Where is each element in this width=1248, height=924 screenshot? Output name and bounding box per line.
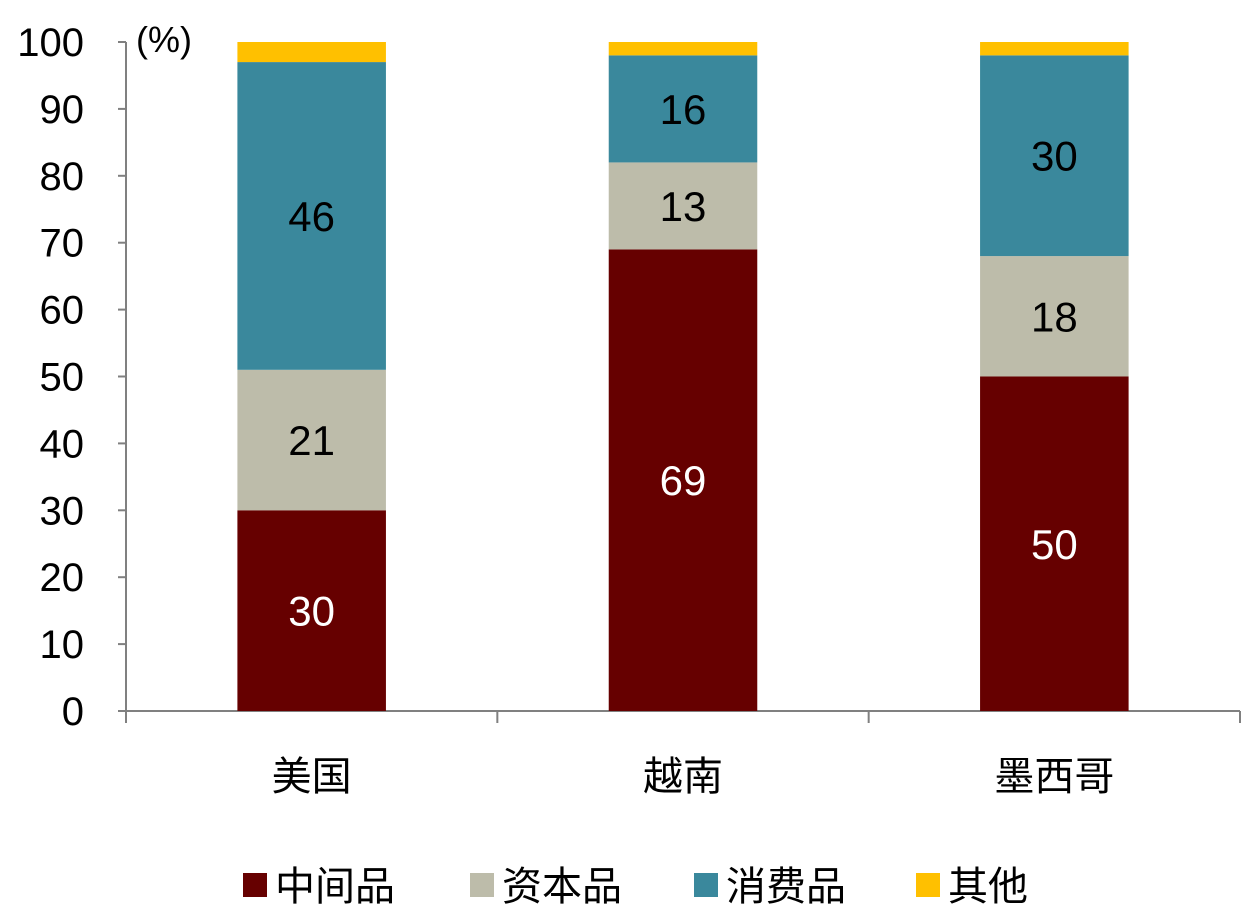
legend-label: 其他 — [948, 864, 1028, 910]
legend-label: 中间品 — [275, 864, 395, 910]
bar-value-label: 13 — [660, 183, 707, 230]
bar-segment — [980, 55, 1129, 257]
bar-segment — [980, 256, 1129, 377]
x-category-label: 墨西哥 — [994, 754, 1114, 800]
legend-swatch — [243, 873, 267, 897]
bar-value-label: 46 — [288, 193, 335, 240]
legend: 中间品 资本品 消费品 其他 — [243, 864, 1028, 910]
bar-value-label: 30 — [288, 588, 335, 635]
legend-label: 消费品 — [726, 864, 846, 910]
bar-value-label: 16 — [660, 86, 707, 133]
y-tick-label: 10 — [40, 623, 85, 667]
y-tick-label: 50 — [40, 356, 85, 400]
y-tick-label: 0 — [62, 690, 84, 734]
legend-swatch — [916, 873, 940, 897]
bar-segment — [608, 162, 758, 250]
bar-segment — [980, 376, 1129, 711]
y-tick-label: 90 — [40, 88, 85, 132]
bar-segment — [608, 55, 758, 163]
y-tick-label: 40 — [40, 422, 85, 466]
legend-label: 资本品 — [502, 864, 622, 910]
axes: 0 10 20 30 40 50 60 70 80 90 100 美国 越南 墨西哥 — [17, 21, 1241, 800]
y-tick-label: 20 — [40, 556, 85, 600]
bar-value-label: 69 — [660, 457, 707, 504]
y-axis-unit-label: (%) — [136, 19, 192, 60]
bar-segment — [237, 62, 386, 370]
legend-swatch — [470, 873, 494, 897]
bars — [237, 42, 1129, 711]
x-category-label: 美国 — [272, 754, 352, 800]
bar-value-label: 50 — [1031, 521, 1078, 568]
y-tick-label: 70 — [40, 222, 85, 266]
bar-value-label: 18 — [1031, 293, 1078, 340]
bar-segment — [980, 42, 1129, 56]
bar-segment — [237, 510, 386, 711]
y-tick-label: 60 — [40, 289, 85, 333]
y-tick-label: 30 — [40, 489, 85, 533]
y-tick-label: 100 — [17, 21, 84, 65]
bar-segment — [608, 42, 758, 56]
x-category-label: 越南 — [643, 754, 723, 800]
legend-swatch — [694, 873, 718, 897]
bar-segment — [237, 42, 386, 63]
data-labels: 30 21 46 69 13 16 50 18 30 — [288, 86, 1077, 635]
bar-segment — [237, 369, 386, 511]
bar-value-label: 21 — [288, 417, 335, 464]
bar-segment — [608, 249, 758, 711]
bar-value-label: 30 — [1031, 133, 1078, 180]
y-tick-label: 80 — [40, 155, 85, 199]
